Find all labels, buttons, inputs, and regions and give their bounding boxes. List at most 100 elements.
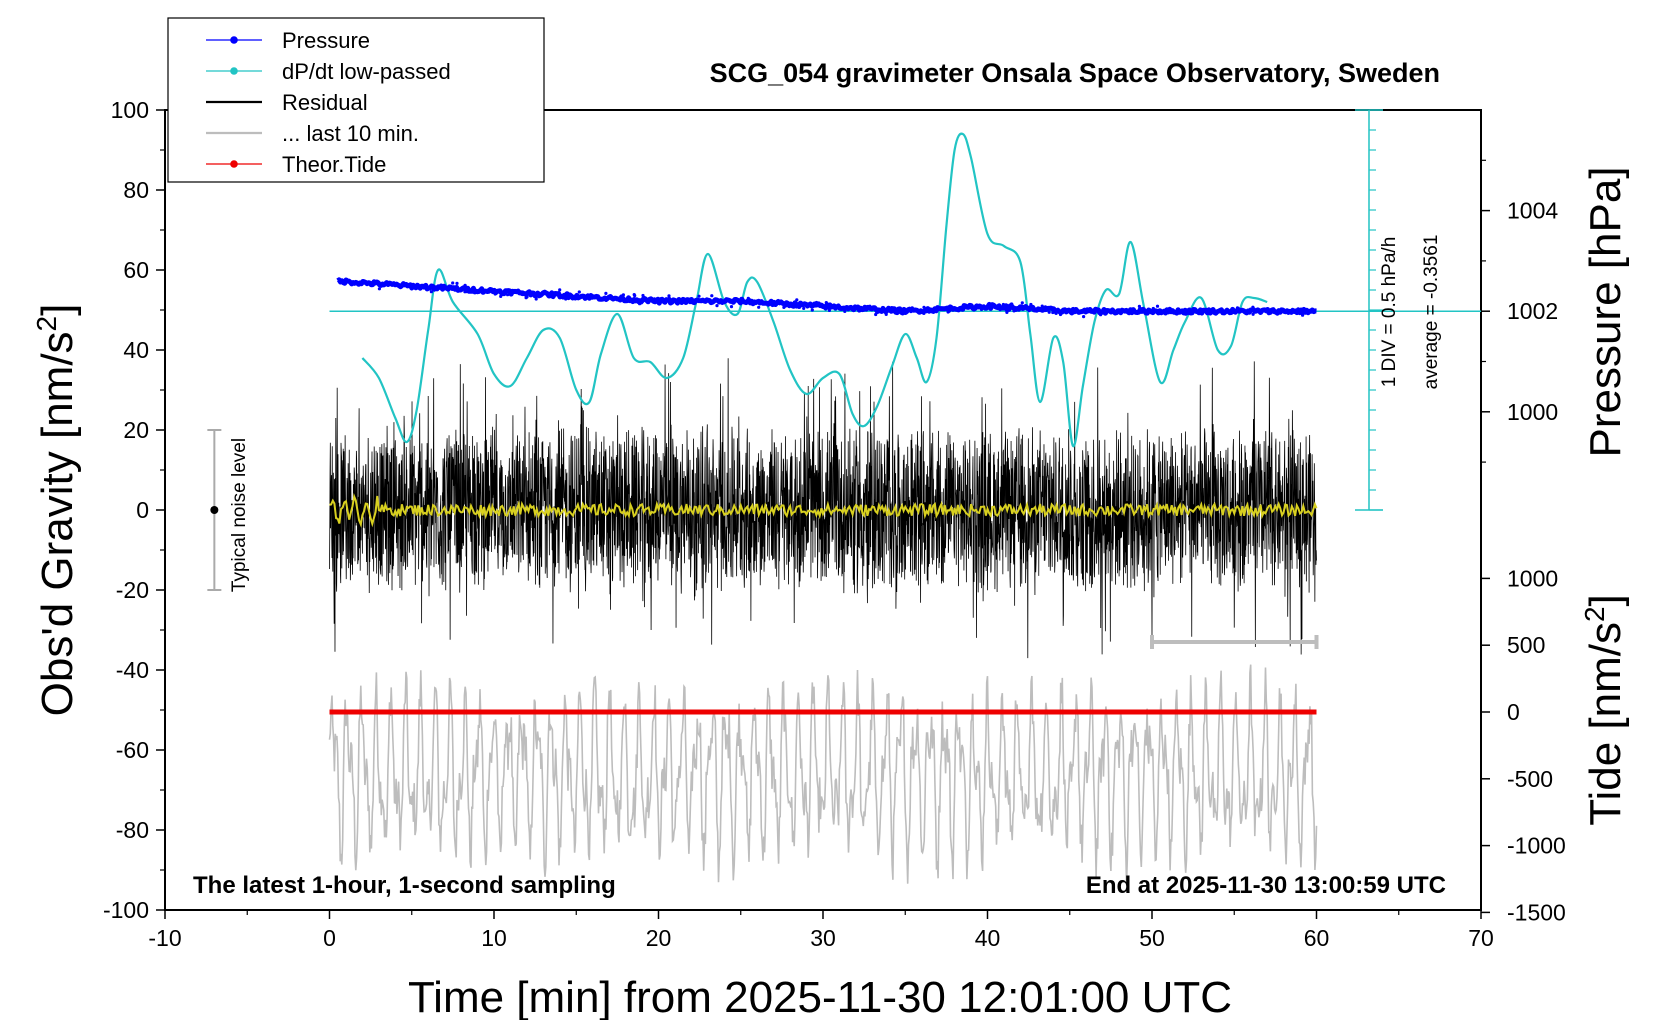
y-axis-label-close: ] bbox=[33, 304, 82, 316]
pressure-point bbox=[715, 304, 719, 308]
pressure-point bbox=[1052, 309, 1056, 313]
pressure-point bbox=[810, 308, 814, 312]
legend-marker bbox=[230, 67, 238, 75]
tide-tick-label: 500 bbox=[1507, 632, 1545, 658]
y-tick-label: 100 bbox=[111, 97, 149, 123]
pressure-point bbox=[910, 306, 914, 310]
pressure-point bbox=[487, 288, 491, 292]
legend-marker bbox=[230, 160, 238, 168]
pressure-point bbox=[1027, 309, 1031, 313]
y-tick-label: 60 bbox=[123, 257, 149, 283]
pressure-point bbox=[1029, 302, 1033, 307]
y-tick-label: 40 bbox=[123, 337, 149, 363]
pressure-point bbox=[377, 287, 381, 291]
pressure-point bbox=[1099, 313, 1103, 317]
pressure-point bbox=[422, 286, 426, 290]
pressure-point bbox=[932, 308, 936, 312]
chart-title: SCG_054 gravimeter Onsala Space Observat… bbox=[710, 58, 1440, 88]
pressure-point bbox=[739, 301, 743, 305]
pressure-point bbox=[1293, 310, 1297, 314]
pressure-point bbox=[561, 296, 565, 300]
pressure-point bbox=[884, 312, 888, 316]
y-tick-label: -40 bbox=[116, 657, 149, 683]
pressure-point bbox=[374, 280, 378, 284]
legend-label: Residual bbox=[282, 90, 368, 115]
pressure-point bbox=[543, 291, 547, 296]
pressure-point bbox=[564, 297, 568, 301]
pressure-point bbox=[1129, 311, 1133, 315]
pressure-axis-label: Pressure [hPa] bbox=[1581, 166, 1630, 457]
pressure-point bbox=[1187, 311, 1191, 316]
pressure-point bbox=[1155, 304, 1160, 308]
pressure-point bbox=[697, 294, 701, 298]
pressure-point bbox=[667, 294, 671, 298]
pressure-point bbox=[627, 297, 631, 301]
pressure-point bbox=[1251, 312, 1255, 316]
legend: Pressure dP/dt low-passed Residual ... last… bbox=[167, 17, 545, 183]
legend-label: Pressure bbox=[282, 28, 370, 53]
pressure-point bbox=[820, 304, 824, 309]
pressure-tick-label: 1004 bbox=[1507, 198, 1558, 224]
tide-axis-label-close: ] bbox=[1581, 594, 1630, 606]
pressure-point bbox=[924, 310, 928, 314]
pressure-point bbox=[1226, 310, 1230, 314]
pressure-point bbox=[1150, 310, 1154, 314]
pressure-point bbox=[1288, 310, 1292, 314]
tide-tick-label: -500 bbox=[1507, 766, 1553, 792]
pressure-point bbox=[874, 312, 878, 317]
x-tick-label: -10 bbox=[148, 925, 181, 951]
pressure-point bbox=[1151, 306, 1155, 311]
pressure-point bbox=[408, 284, 412, 288]
pressure-point bbox=[1024, 304, 1028, 308]
pressure-point bbox=[1009, 302, 1014, 306]
pressure-point bbox=[1156, 310, 1160, 314]
pressure-point bbox=[801, 301, 805, 305]
pressure-point bbox=[843, 309, 847, 313]
pressure-point bbox=[1188, 308, 1193, 312]
y-tick-label: -80 bbox=[116, 817, 149, 843]
pressure-point bbox=[1047, 310, 1051, 314]
pressure-point bbox=[922, 305, 926, 309]
pressure-point bbox=[868, 304, 872, 308]
pressure-point bbox=[1251, 305, 1255, 309]
pressure-point bbox=[1270, 309, 1274, 313]
x-tick-label: 20 bbox=[646, 925, 672, 951]
tide-tick-label: 1000 bbox=[1507, 565, 1558, 591]
pressure-point bbox=[1040, 304, 1044, 308]
tide-tick-label: 0 bbox=[1507, 699, 1520, 725]
pressure-point bbox=[1038, 308, 1042, 312]
pressure-point bbox=[467, 288, 471, 292]
x-axis-label: Time [min] from 2025-11-30 12:01:00 UTC bbox=[408, 973, 1232, 1020]
annotation-dpdt-average: average = -0.3561 bbox=[1421, 235, 1442, 390]
y-tick-label: -100 bbox=[103, 897, 149, 923]
series-last-10-min bbox=[328, 664, 1318, 885]
pressure-point bbox=[814, 300, 819, 305]
pressure-point bbox=[669, 301, 674, 305]
pressure-point bbox=[946, 310, 950, 314]
pressure-point bbox=[1004, 308, 1008, 312]
tide-axis-label-text: Tide [nm/s bbox=[1581, 622, 1630, 826]
pressure-point bbox=[1001, 302, 1006, 307]
pressure-point bbox=[893, 310, 898, 314]
pressure-point bbox=[521, 290, 525, 294]
y-axis-label-sup: 2 bbox=[31, 316, 62, 332]
pressure-point bbox=[746, 296, 750, 300]
pressure-point bbox=[1127, 309, 1131, 314]
pressure-point bbox=[824, 301, 828, 305]
noise-level-center bbox=[210, 506, 219, 514]
pressure-point bbox=[1235, 306, 1240, 310]
y-tick-label: 80 bbox=[123, 177, 149, 203]
y-axis-label: Obs'd Gravity [nm/s2] bbox=[31, 304, 82, 717]
legend-items: Pressure dP/dt low-passed Residual ... last… bbox=[206, 28, 451, 177]
axis-ticks: -10 0 10 20 30 40 50 60 70100806040200-20-40-60-… bbox=[103, 97, 1566, 951]
pressure-point bbox=[638, 302, 642, 306]
y-axis-label-text: Obs'd Gravity [nm/s bbox=[33, 331, 82, 716]
pressure-point bbox=[1054, 311, 1058, 315]
tide-tick-label: -1500 bbox=[1507, 899, 1566, 925]
pressure-point bbox=[1087, 309, 1091, 313]
pressure-point bbox=[757, 305, 761, 309]
pressure-point bbox=[558, 288, 562, 292]
y-tick-label: -60 bbox=[116, 737, 149, 763]
pressure-point bbox=[652, 297, 657, 301]
